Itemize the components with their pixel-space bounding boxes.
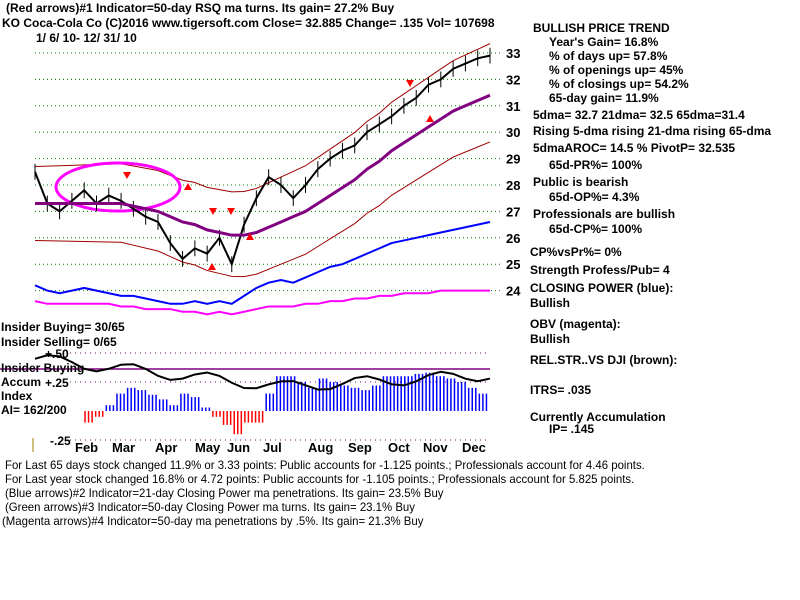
red-arrow-icon xyxy=(209,208,217,215)
y-tick-label: 31 xyxy=(506,99,520,114)
accum-label: Accum xyxy=(1,375,42,389)
public-status: Public is bearish xyxy=(533,175,629,189)
rel-strength-line xyxy=(34,354,491,391)
y-tick-label: 29 xyxy=(506,152,520,167)
years-gain: Year's Gain= 16.8% xyxy=(549,35,659,49)
y-tick-label: 27 xyxy=(506,204,520,219)
indicator-1-text: (Red arrows)#1 Indicator=50-day RSQ ma t… xyxy=(6,1,395,15)
footer-magenta-arrows: (Magenta arrows)#4 Indicator=50-day ma p… xyxy=(2,514,424,528)
ticker-line: KO Coca-Cola Co (C)2016 www.tigersoft.co… xyxy=(2,16,495,30)
footer-65days: For Last 65 days stock changed 11.9% or … xyxy=(5,458,645,472)
red-arrow-icon xyxy=(246,233,254,240)
x-tick-label: Dec xyxy=(462,440,486,455)
consolidation-ellipse xyxy=(54,161,182,213)
insider-buying-label: Insider Buying xyxy=(1,361,85,375)
upper-band xyxy=(34,43,491,193)
x-tick-label: Jun xyxy=(227,440,250,455)
cp-65: 65d-CP%= 100% xyxy=(549,222,643,236)
rising-text: Rising 5-dma rising 21-dma rising 65-dma xyxy=(533,124,772,138)
insider-selling: Insider Selling= 0/65 xyxy=(1,335,117,349)
days-up: % of days up= 57.8% xyxy=(549,49,668,63)
red-arrow-icon xyxy=(406,80,414,87)
y-tick-label: 33 xyxy=(506,46,520,61)
relstr-label: REL.STR..VS DJI (brown): xyxy=(530,353,678,367)
y-tick-label: 25 xyxy=(506,257,520,272)
red-arrow-icon xyxy=(426,115,434,122)
lower-band xyxy=(34,141,491,278)
red-arrow-icon xyxy=(184,183,192,190)
op-65: 65d-OP%= 4.3% xyxy=(549,190,640,204)
ai-value: AI= 162/200 xyxy=(1,403,67,417)
index-label: Index xyxy=(1,389,33,403)
y-tick-label: 24 xyxy=(506,284,521,299)
x-tick-label: Oct xyxy=(388,440,410,455)
x-tick-label: Nov xyxy=(423,440,448,455)
y-tick-label: 30 xyxy=(506,125,520,140)
x-tick-label: Apr xyxy=(155,440,177,455)
x-tick-label: Mar xyxy=(112,440,135,455)
footer-blue-arrows: (Blue arrows)#2 Indicator=21-day Closing… xyxy=(5,486,444,500)
y-tick-label: 32 xyxy=(506,72,520,87)
insider-buying: Insider Buying= 30/65 xyxy=(1,320,125,334)
series-line-obv-magenta- xyxy=(34,289,490,316)
gain-65: 65-day gain= 11.9% xyxy=(549,91,659,105)
aroc-pivot: 5dmaAROC= 14.5 % PivotP= 32.535 xyxy=(533,141,736,155)
x-tick-label: Jul xyxy=(263,440,282,455)
accum-state: Currently Accumulation xyxy=(530,410,666,424)
cp-vs-pr: CP%vsPr%= 0% xyxy=(530,245,622,259)
obv-label: OBV (magenta): xyxy=(530,317,621,331)
price-trend: BULLISH PRICE TREND xyxy=(533,21,670,35)
series-line-65-dma xyxy=(35,93,491,237)
y-tick-label: 28 xyxy=(506,178,520,193)
date-range: 1/ 6/ 10- 12/ 31/ 10 xyxy=(36,31,137,45)
red-arrow-icon xyxy=(227,208,235,215)
accum-tick-label: -.25 xyxy=(50,434,71,448)
dma-values: 5dma= 32.7 21dma= 32.5 65dma=31.4 xyxy=(533,108,745,122)
ip-value: IP= .145 xyxy=(549,422,595,436)
x-tick-label: Sep xyxy=(348,440,372,455)
itrs: ITRS= .035 xyxy=(530,383,592,397)
closings-up: % of closings up= 54.2% xyxy=(549,77,689,91)
footer-green-arrows: (Green arrows)#3 Indicator=50-day Closin… xyxy=(5,500,415,514)
x-tick-label: Aug xyxy=(308,440,333,455)
red-arrow-icon xyxy=(208,263,216,270)
openings-up: % of openings up= 45% xyxy=(549,63,684,77)
accum-tick-label: +.25 xyxy=(45,376,69,390)
red-arrow-icon xyxy=(123,172,131,179)
y-tick-label: 26 xyxy=(506,231,520,246)
strength: Strength Profess/Pub= 4 xyxy=(530,263,670,277)
pros-status: Professionals are bullish xyxy=(533,207,676,221)
pr-65: 65d-PR%= 100% xyxy=(549,158,643,172)
closing-power-state: Bullish xyxy=(530,296,571,310)
x-tick-label: Feb xyxy=(75,440,98,455)
x-tick-label: May xyxy=(195,440,221,455)
series-line-price xyxy=(34,54,491,267)
series-line-closing-power-blue- xyxy=(34,220,491,305)
footer-year: For Last year stock changed 16.8% or 4.7… xyxy=(5,472,635,486)
obv-state: Bullish xyxy=(530,332,571,346)
closing-power-label: CLOSING POWER (blue): xyxy=(530,281,674,295)
